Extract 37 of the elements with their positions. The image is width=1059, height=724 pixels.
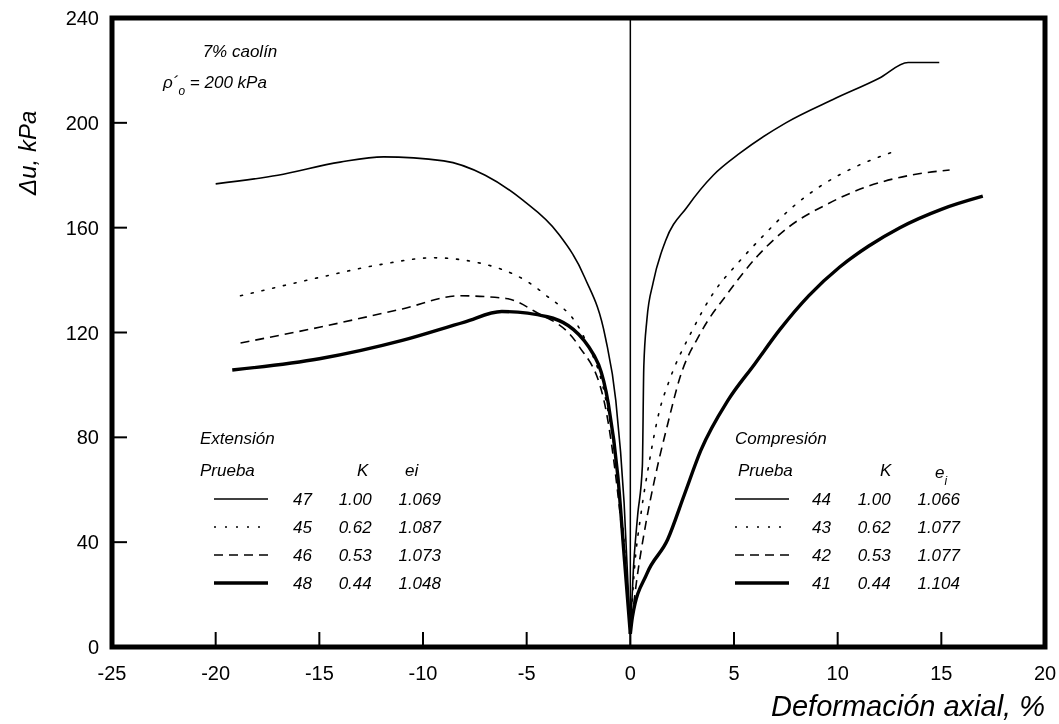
legend-label: 44 1.00 1.066 bbox=[812, 490, 961, 509]
x-tick-label: -10 bbox=[408, 662, 438, 684]
x-axis-title: Deformación axial, % bbox=[771, 690, 1045, 722]
annotation: Extensión bbox=[200, 429, 275, 448]
annotation: ei bbox=[405, 461, 420, 480]
annotation: Compresión bbox=[735, 429, 827, 448]
x-tick-label: -25 bbox=[97, 662, 127, 684]
annotation: Prueba bbox=[200, 461, 255, 480]
x-tick-label: -5 bbox=[517, 662, 536, 684]
y-tick-label: 120 bbox=[65, 321, 99, 344]
legend-label: 46 0.53 1.073 bbox=[293, 546, 442, 565]
x-tick-label: -20 bbox=[201, 662, 231, 684]
annotation: K bbox=[880, 461, 892, 480]
annotation: Prueba bbox=[738, 461, 793, 480]
legend-label: 45 0.62 1.087 bbox=[293, 518, 442, 537]
legend-label: 41 0.44 1.104 bbox=[812, 574, 960, 593]
y-tick-label: 240 bbox=[65, 7, 99, 29]
annotation: 7% caolín bbox=[202, 42, 278, 61]
annotation: ρ´$_{o}$ = 200 kPa bbox=[162, 73, 267, 98]
legend-label: 47 1.00 1.069 bbox=[293, 490, 442, 509]
y-tick-label: 0 bbox=[87, 636, 99, 658]
y-tick-label: 80 bbox=[76, 426, 99, 449]
x-tick-label: 20 bbox=[1033, 662, 1057, 684]
x-tick-label: -15 bbox=[304, 662, 334, 684]
legend-label: 43 0.62 1.077 bbox=[812, 518, 961, 537]
x-tick-label: 5 bbox=[728, 662, 740, 684]
x-tick-label: 15 bbox=[930, 662, 953, 684]
x-tick-label: 0 bbox=[624, 662, 636, 684]
y-tick-label: 160 bbox=[65, 216, 99, 239]
x-tick-label: 10 bbox=[826, 662, 849, 684]
legend-label: 48 0.44 1.048 bbox=[293, 574, 442, 593]
annotation: K bbox=[357, 461, 369, 480]
y-tick-label: 40 bbox=[76, 531, 99, 554]
legend-label: 42 0.53 1.077 bbox=[812, 546, 961, 565]
annotation: e$_{i}$ bbox=[935, 463, 948, 488]
y-axis-title: Δu, kPa bbox=[14, 110, 41, 196]
y-tick-label: 200 bbox=[65, 111, 99, 134]
